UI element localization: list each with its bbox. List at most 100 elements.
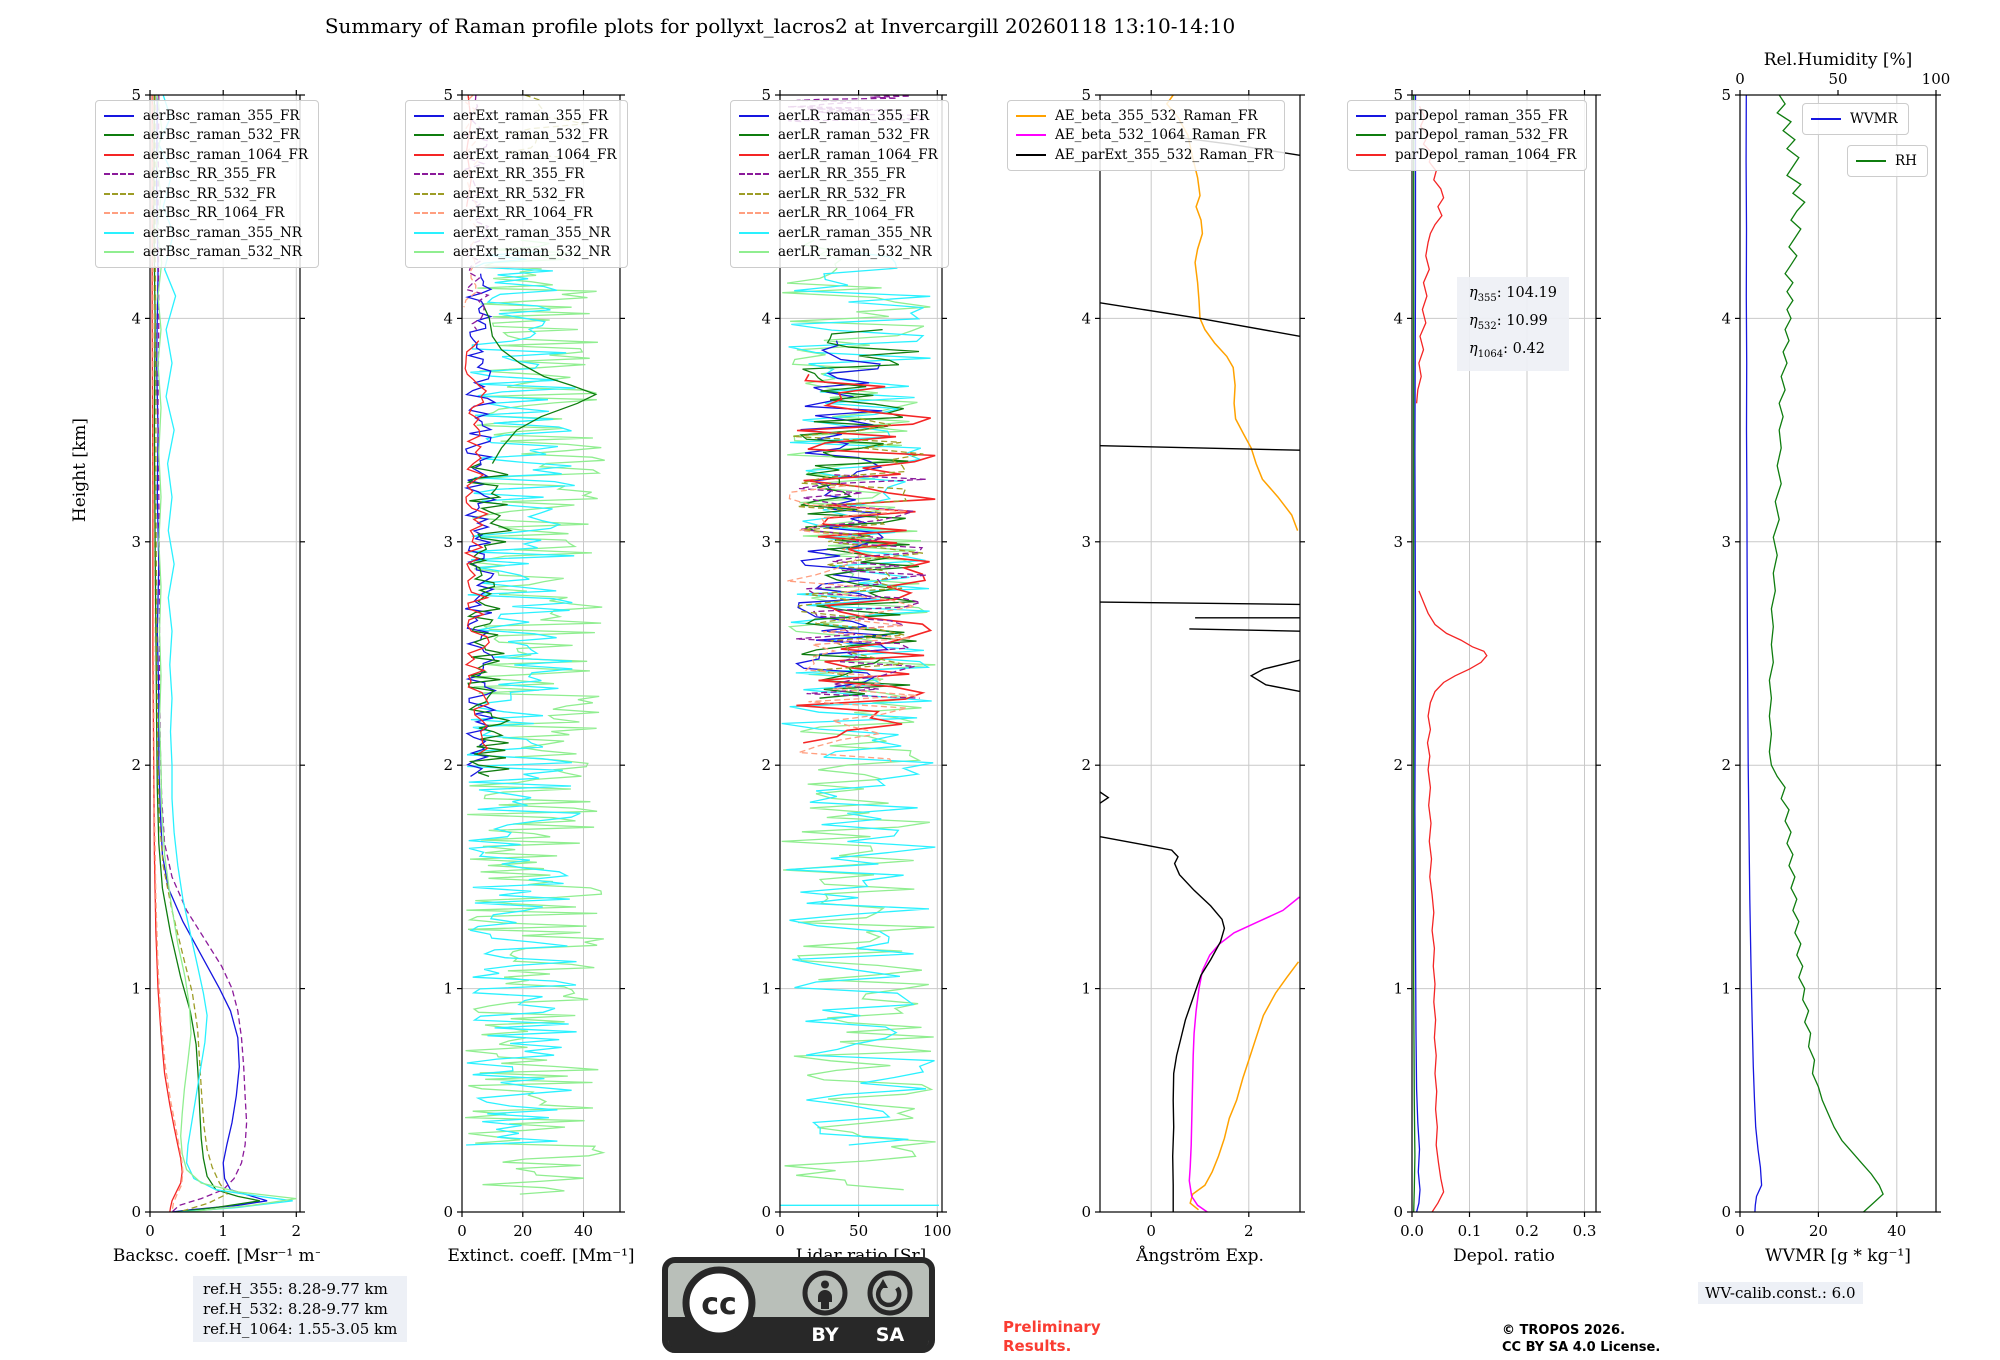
ref-h-532: ref.H_532: 8.28-9.77 km — [203, 1300, 388, 1318]
x-tick-label: 2 — [292, 1222, 302, 1240]
legend-entry: aerLR_raman_355_NR — [739, 223, 938, 243]
series-AE_parExt_355_532_Raman_FR — [1249, 659, 1300, 693]
x-axis-title: Ångström Exp. — [1135, 1245, 1264, 1266]
legend-line-sample — [104, 134, 134, 137]
preliminary-line-1: Preliminary — [1003, 1318, 1101, 1336]
y-tick-label: 1 — [443, 980, 453, 998]
series-aerExt_raman_532_FR — [482, 304, 598, 464]
series-group — [1745, 95, 1884, 1212]
eta-line: η355: 104.19 — [1469, 285, 1558, 304]
legend-entry: aerBsc_raman_532_FR — [104, 126, 308, 146]
x-tick-label: 2 — [1244, 1222, 1254, 1240]
x-tick-label: 0 — [145, 1222, 155, 1240]
tick-labels: 0 50 100 0 1 2 3 4 5 — [761, 86, 951, 1240]
y-tick-label: 3 — [1081, 533, 1091, 551]
legend-label: parDepol_raman_1064_FR — [1395, 146, 1577, 163]
series-aerLR_raman_532_FR — [799, 328, 920, 699]
axes-box — [461, 94, 621, 1213]
series-AE_parExt_355_532_Raman_FR — [1100, 445, 1300, 451]
legend-line-sample — [1811, 117, 1841, 120]
legend-label: aerLR_RR_1064_FR — [778, 205, 915, 222]
axes-box — [1099, 94, 1301, 1213]
plot-depol: 0.0 0.1 0.2 0.3 0 1 2 3 4 5 Depol. ratio parDepol_r… — [1347, 47, 1616, 1274]
series-aerExt_raman_1064_FR — [463, 340, 490, 755]
series-group — [151, 95, 297, 1212]
legend-backscatter: aerBsc_raman_355_FR aerBsc_raman_532_FR ae… — [95, 100, 320, 268]
legend-line-sample — [1016, 153, 1046, 156]
plot-angstroem: 0 2 0 1 2 3 4 5 Ångström Exp. AE_beta_355_532_Ram… — [1007, 47, 1320, 1274]
legend-label: aerLR_raman_532_FR — [778, 127, 930, 144]
attribution-person-icon — [802, 1270, 848, 1316]
series-WVMR — [1745, 95, 1763, 1212]
series-RH — [1768, 95, 1884, 1212]
tick-labels: 0 2 0 1 2 3 4 5 — [1081, 86, 1253, 1240]
legend-line-sample — [739, 212, 769, 215]
cc-icon-text: cc — [701, 1287, 737, 1322]
legend-label: WVMR — [1850, 110, 1898, 127]
chart-angstroem: 0 2 0 1 2 3 4 5 Ångström Exp. — [1081, 86, 1305, 1266]
legend-label: aerBsc_raman_1064_FR — [143, 146, 309, 163]
legend-line-sample — [414, 173, 444, 176]
x-axis-title: Extinct. coeff. [Mm⁻¹] — [447, 1246, 634, 1266]
ref-h-1064: ref.H_1064: 1.55-3.05 km — [203, 1320, 398, 1338]
axes-box — [779, 94, 943, 1213]
plot-backscatter: 0 1 2 0 1 2 3 4 5 Backsc. coeff. [Msr⁻¹ m⁻¹] aerBs… — [95, 47, 320, 1274]
legend-line-sample — [1356, 134, 1386, 137]
legend-entry: parDepol_raman_532_FR — [1356, 126, 1576, 146]
plot-extinction: 0 20 40 0 1 2 3 4 5 Extinct. coeff. [Mm⁻¹] aerExt_… — [405, 47, 640, 1274]
y-tick-label: 0 — [443, 1203, 453, 1221]
chart-wvmr: 0 20 40 0 50 100 0 1 2 3 4 5 WVMR [g * kg⁻¹] Rel.Humi… — [1721, 50, 1951, 1266]
legend-angstroem: AE_beta_355_532_Raman_FR AE_beta_532_1064… — [1007, 100, 1285, 171]
copyright-line-2: CC BY SA 4.0 License. — [1502, 1340, 1661, 1355]
legend-label: aerExt_RR_355_FR — [453, 166, 585, 183]
legend-line-sample — [414, 231, 444, 234]
x2-tick-label: 100 — [1922, 70, 1951, 88]
x-axis-title: Depol. ratio — [1453, 1246, 1555, 1266]
series-aerLR_raman_1064_FR — [796, 373, 936, 744]
x2-tick-label: 0 — [1735, 70, 1745, 88]
person-head — [821, 1280, 829, 1289]
y-tick-label: 0 — [1081, 1203, 1091, 1221]
legend-line-sample — [1016, 134, 1046, 137]
preliminary-note: Preliminary Results. — [1003, 1318, 1101, 1356]
series-AE_beta_355_532_Raman_FR — [1189, 961, 1300, 1211]
legend-entry: aerExt_raman_1064_FR — [414, 145, 617, 165]
axis-ticks — [145, 90, 305, 1217]
legend-label: parDepol_raman_355_FR — [1395, 107, 1568, 124]
y-tick-label: 3 — [131, 533, 141, 551]
legend-label: aerLR_raman_355_NR — [778, 224, 932, 241]
y-tick-label: 5 — [1393, 86, 1403, 104]
sa-label: SA — [876, 1324, 905, 1346]
x-tick-label: 40 — [1887, 1222, 1906, 1240]
person-body — [818, 1290, 832, 1309]
chart-depol: 0.0 0.1 0.2 0.3 0 1 2 3 4 5 Depol. ratio — [1393, 86, 1601, 1266]
y-tick-label: 1 — [1393, 980, 1403, 998]
copyright-note: © TROPOS 2026. CC BY SA 4.0 License. — [1502, 1322, 1660, 1356]
y-tick-label: 4 — [1081, 309, 1091, 327]
y-tick-label: 0 — [131, 1203, 141, 1221]
legend-label: aerBsc_raman_532_FR — [143, 127, 300, 144]
wv-calibration-note: WV-calib.const.: 6.0 — [1698, 1282, 1863, 1304]
legend-label: aerExt_raman_355_FR — [453, 107, 608, 124]
series-aerBsc_raman_1064_FR — [151, 95, 183, 1212]
series-aerLR_RR_532_FR — [792, 418, 924, 677]
y-axis-label: Height [km] — [70, 418, 90, 523]
legend-line-sample — [739, 153, 769, 156]
legend-entry: aerLR_RR_532_FR — [739, 184, 938, 204]
legend-entry: aerLR_raman_532_FR — [739, 126, 938, 146]
legend-line-sample — [1356, 153, 1386, 156]
legend-label: aerLR_raman_1064_FR — [778, 146, 938, 163]
series-aerExt_raman_532_FR — [466, 462, 513, 778]
y-tick-label: 0 — [1393, 1203, 1403, 1221]
y-tick-label: 5 — [1081, 86, 1091, 104]
y-tick-label: 1 — [1081, 980, 1091, 998]
legend-entry: parDepol_raman_1064_FR — [1356, 145, 1576, 165]
series-AE_parExt_355_532_Raman_FR — [1100, 791, 1110, 804]
legend-entry: aerLR_raman_1064_FR — [739, 145, 938, 165]
series-group — [462, 95, 606, 1195]
legend-entry: aerExt_raman_532_NR — [414, 243, 617, 263]
by-label: BY — [811, 1324, 838, 1346]
x-axis-title: Backsc. coeff. [Msr⁻¹ m⁻¹] — [113, 1246, 320, 1266]
legend-line-sample — [414, 192, 444, 195]
